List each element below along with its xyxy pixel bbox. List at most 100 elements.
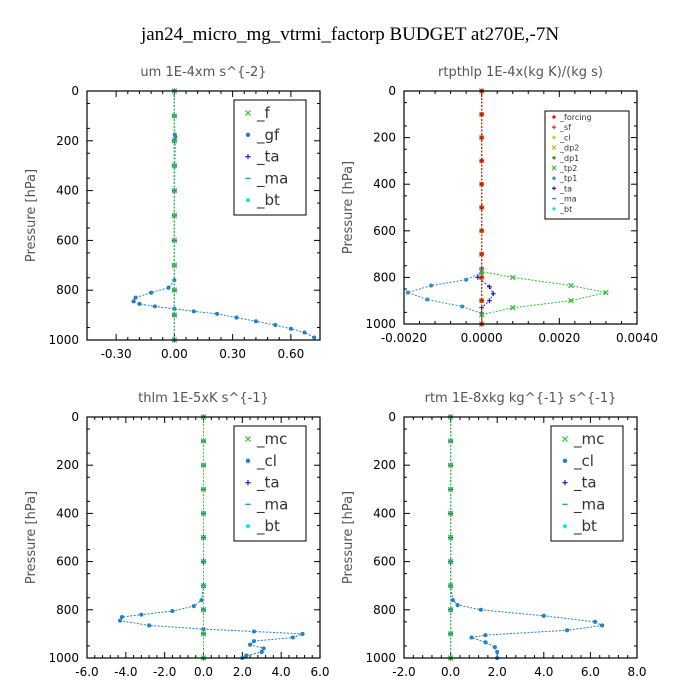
data-point: [487, 284, 492, 290]
y-tick-label: 200: [373, 458, 396, 472]
y-tick-label: 0: [388, 410, 396, 424]
legend: _mc _cl _ta _ma _bt: [550, 425, 624, 542]
data-point: [460, 304, 465, 309]
x-tick-label: 0.0: [194, 665, 213, 679]
data-point: [603, 289, 609, 296]
data-point: [200, 606, 207, 613]
data-point: [600, 623, 605, 628]
data-point: [425, 297, 430, 302]
x-tick-label: -2.0: [153, 665, 176, 679]
data-point: [479, 112, 484, 117]
data-point: [200, 486, 207, 493]
data-point: [479, 275, 484, 280]
legend-marker: [552, 125, 556, 130]
plot-frame: [403, 416, 638, 659]
legend-label: _ma: [256, 495, 288, 514]
data-point: [171, 113, 178, 119]
data-point: [447, 582, 454, 589]
y-tick-label: 400: [373, 506, 396, 520]
data-point: [259, 649, 264, 655]
data-point: [455, 602, 460, 608]
x-tick-label: 0.0000: [461, 331, 503, 345]
legend-marker: [552, 156, 556, 160]
y-tick-label: 600: [373, 555, 396, 569]
x-tick-label: 0.0: [441, 665, 460, 679]
data-point: [152, 304, 157, 309]
data-point: [191, 309, 196, 314]
y-tick-label: 1000: [48, 651, 79, 665]
data-point: [200, 582, 207, 589]
plot-frame: [403, 90, 638, 325]
legend-label: _ta: [573, 474, 597, 493]
data-point: [479, 135, 484, 140]
legend-marker: [552, 206, 556, 211]
panel-title: rtpthlp 1E-4x(kg K)/(kg s): [438, 65, 603, 80]
legend-label: _cl: [559, 133, 571, 142]
legend-label: _sf: [559, 123, 571, 132]
x-tick-label: 4.0: [534, 665, 553, 679]
legend-label: _forcing: [559, 113, 592, 122]
legend-marker: [245, 523, 251, 529]
data-point: [261, 646, 266, 651]
legend-marker: [551, 145, 557, 151]
data-point: [509, 304, 516, 311]
series-mc: [447, 414, 454, 661]
legend-label: _mc: [256, 430, 287, 449]
x-tick-label: 8.0: [627, 665, 646, 679]
data-point: [171, 162, 178, 169]
data-point: [478, 607, 483, 612]
data-point: [300, 631, 305, 636]
legend-box: [233, 425, 307, 542]
legend-label: _mc: [573, 430, 604, 449]
data-point: [147, 623, 152, 628]
x-tick-label: 0.0040: [616, 331, 658, 345]
x-tick-label: -0.0020: [381, 331, 427, 345]
x-tick-label: -4.0: [114, 665, 137, 679]
y-tick-label: 400: [373, 177, 396, 191]
series-mc: [200, 414, 207, 661]
series-line: [406, 91, 483, 324]
data-point: [479, 182, 484, 187]
legend-box: [544, 110, 630, 220]
data-point: [149, 290, 154, 295]
data-point: [541, 613, 546, 618]
y-tick-label: 200: [56, 458, 79, 472]
data-point: [171, 137, 178, 144]
legend-marker: [562, 523, 568, 529]
y-tick-label: 600: [373, 224, 396, 238]
data-point: [495, 649, 500, 655]
legend-label: _ta: [559, 184, 572, 193]
panel-1: um 1E-4xm s^{-2} Pressure [hPa] 0 200 400 600…: [24, 65, 321, 361]
data-point: [200, 462, 207, 469]
legend-marker: [245, 197, 251, 203]
data-point: [290, 635, 295, 640]
y-axis-label: Pressure [hPa]: [24, 491, 39, 584]
legend-label: _tp1: [559, 174, 577, 183]
data-point: [469, 635, 474, 640]
data-point: [117, 618, 123, 623]
x-tick-label: -2.0: [392, 665, 415, 679]
data-point: [139, 612, 144, 617]
series-ta: [475, 88, 496, 327]
data-point: [288, 326, 293, 331]
data-point: [479, 228, 484, 233]
y-tick-label: 1000: [365, 651, 396, 665]
data-point: [200, 438, 207, 444]
y-tick-label: 1000: [365, 317, 396, 331]
y-tick-label: 0: [388, 84, 396, 98]
y-tick-label: 1000: [48, 333, 79, 347]
data-point: [479, 252, 484, 257]
data-point: [479, 298, 484, 303]
y-tick-label: 0: [71, 410, 79, 424]
data-point: [450, 598, 455, 603]
data-point: [137, 301, 142, 306]
data-point: [479, 158, 484, 163]
legend-marker: [561, 435, 569, 443]
y-tick-label: 200: [373, 131, 396, 145]
data-point: [509, 274, 516, 281]
legend-label: _ta: [256, 474, 280, 493]
x-tick-label: 0.00: [161, 347, 188, 361]
data-point: [565, 628, 570, 633]
legend: _mc _cl _ta _ma _bt: [233, 425, 307, 542]
